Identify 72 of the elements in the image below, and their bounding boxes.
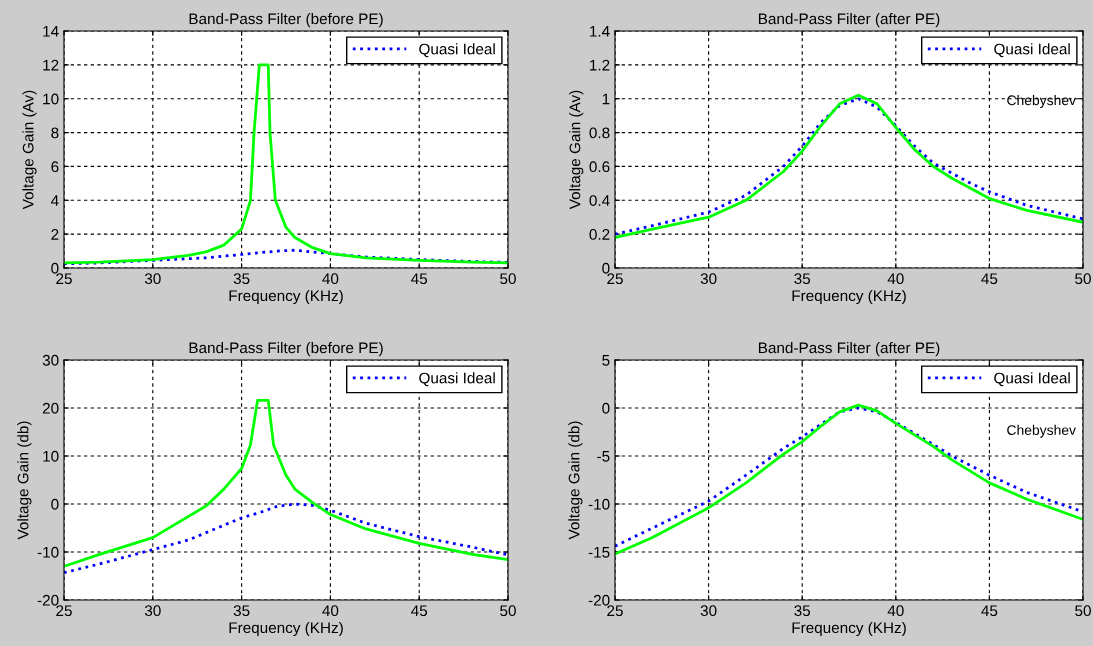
y-tick-label: 2	[51, 229, 59, 240]
x-axis-title: Frequency (KHz)	[229, 289, 343, 305]
x-tick-label: 35	[233, 273, 250, 285]
y-tick-label: 8	[51, 127, 59, 139]
line-series	[64, 398, 508, 568]
x-tick-label: 40	[887, 273, 904, 285]
y-tick-label: 0.8	[589, 127, 610, 139]
x-tick-label: 40	[887, 605, 904, 617]
x-tick-label: 50	[500, 273, 516, 285]
y-tick-label: 20	[42, 402, 59, 414]
x-tick-label: 40	[322, 605, 339, 617]
y-tick-label: 4	[50, 195, 59, 206]
y-tick-label: 1.4	[590, 26, 610, 37]
x-tick-label: 45	[981, 273, 998, 285]
chart-title: Band-Pass Filter (after PE)	[758, 12, 940, 28]
y-tick-label: 1.2	[590, 59, 610, 71]
y-tick-label: -20	[37, 594, 59, 606]
x-tick-label: 35	[794, 605, 811, 617]
legend-label: Quasi Ideal	[419, 43, 495, 58]
x-axis-title: Frequency (KHz)	[229, 621, 343, 637]
y-tick-label: 0	[51, 498, 59, 510]
x-tick-label: 40	[322, 273, 339, 285]
y-tick-label: 12	[43, 59, 59, 71]
y-tick-label: 0.2	[589, 229, 610, 240]
y-tick-label: -10	[588, 498, 610, 510]
x-tick-label: 30	[144, 273, 161, 285]
chart-title: Band-Pass Filter (before PE)	[189, 341, 383, 357]
x-tick-label: 45	[411, 273, 428, 285]
legend-label: Quasi Ideal	[994, 43, 1070, 58]
x-tick-label: 30	[700, 605, 717, 617]
x-tick-label: 35	[794, 273, 811, 285]
x-tick-label: 45	[411, 605, 428, 617]
y-tick-label: 1	[602, 93, 610, 105]
y-axis-title: Voltage Gain (Av)	[22, 90, 37, 210]
y-tick-label: 0.6	[589, 161, 610, 173]
y-axis-title: Voltage Gain (db)	[17, 421, 32, 540]
y-axis-title: Voltage Gain (db)	[568, 421, 583, 540]
x-tick-label: 50	[1075, 273, 1091, 285]
y-tick-label: 30	[42, 354, 59, 366]
y-axis-title: Voltage Gain (Av)	[569, 90, 584, 210]
annotation: Chebyshev	[1007, 424, 1076, 438]
y-tick-label: 14	[43, 26, 59, 37]
legend-label: Quasi Ideal	[419, 372, 495, 387]
y-tick-label: 10	[43, 93, 59, 105]
legend-label: Quasi Ideal	[994, 372, 1070, 387]
x-tick-label: 25	[56, 605, 72, 617]
line-series	[64, 502, 508, 575]
x-axis-title: Frequency (KHz)	[792, 621, 906, 637]
y-tick-label: 6	[51, 161, 59, 173]
y-tick-label: 0	[51, 262, 59, 274]
x-tick-label: 45	[981, 605, 998, 617]
y-tick-label: -20	[588, 594, 610, 606]
y-tick-label: -10	[37, 546, 59, 558]
y-tick-label: 5	[602, 355, 610, 366]
annotation: Chebyshev	[1007, 94, 1076, 108]
chart-title: Band-Pass Filter (after PE)	[758, 341, 940, 357]
x-tick-label: 25	[56, 273, 72, 285]
x-tick-label: 50	[1075, 605, 1091, 617]
x-tick-label: 30	[144, 605, 161, 617]
y-tick-label: 0	[602, 262, 610, 274]
y-tick-label: -15	[588, 547, 610, 558]
x-tick-label: 25	[607, 273, 623, 285]
y-tick-label: 10	[43, 450, 59, 462]
x-tick-label: 30	[700, 273, 717, 285]
x-tick-label: 50	[500, 605, 516, 617]
x-tick-label: 35	[233, 605, 250, 617]
y-tick-label: -5	[597, 451, 610, 462]
x-axis-title: Frequency (KHz)	[792, 289, 906, 305]
y-tick-label: 0	[602, 402, 610, 414]
chart-title: Band-Pass Filter (before PE)	[189, 12, 383, 28]
y-tick-label: 0.4	[589, 195, 610, 206]
x-tick-label: 25	[607, 605, 623, 617]
